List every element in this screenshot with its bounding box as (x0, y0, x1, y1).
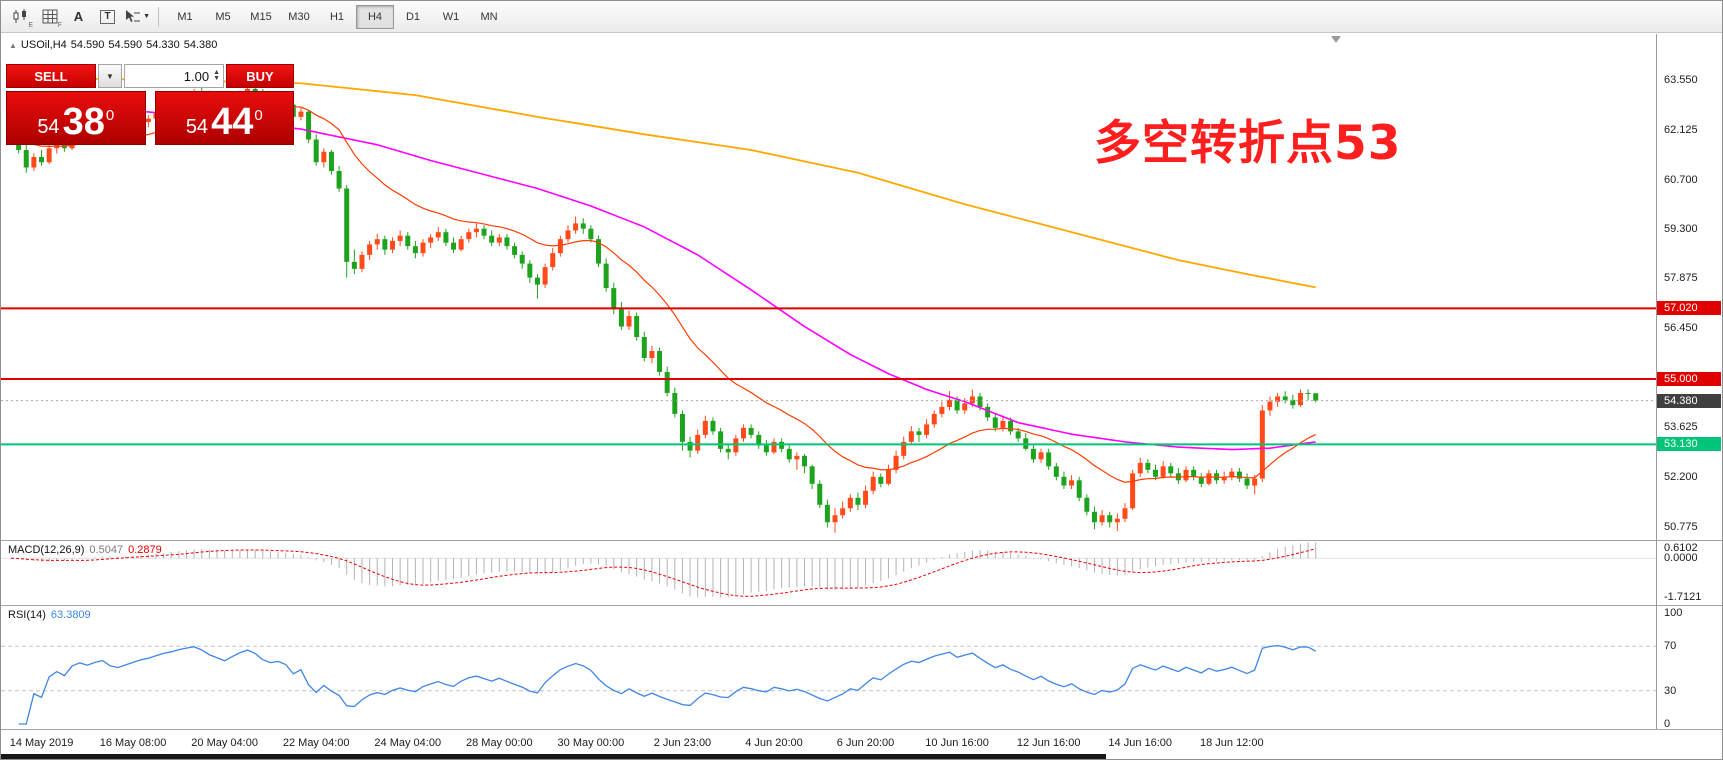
one-click-trading-panel: SELL ▼ 1.00 ▲ ▼ BUY 54 38 0 54 44 0 (6, 64, 294, 145)
buy-price-sup: 0 (254, 107, 263, 124)
timeframe-w1-button[interactable]: W1 (442, 10, 460, 23)
buy-price-display[interactable]: 54 44 0 (154, 91, 294, 145)
rsi-indicator-label: RSI(14) 63.3809 (8, 609, 91, 621)
time-axis-label: 30 May 00:00 (557, 737, 625, 749)
macd-name: MACD(12,26,9) (8, 544, 85, 556)
macd-signal-value: 0.2879 (128, 544, 162, 556)
time-axis-divider (1, 729, 1722, 730)
sell-price-sup: 0 (105, 107, 115, 124)
label-tool-icon[interactable]: A (73, 9, 84, 24)
time-axis-label: 28 May 00:00 (465, 737, 533, 749)
text-tool-icon[interactable]: T (93, 4, 122, 30)
macd-value: 0.5047 (89, 544, 124, 556)
pane-divider-rsi[interactable] (1, 605, 1722, 606)
toolbar-separator (158, 6, 159, 27)
price-badge-55.000: 55.000 (1657, 371, 1721, 386)
volume-spinner[interactable]: ▲ ▼ (213, 69, 220, 82)
chevron-down-icon: ▼ (106, 71, 114, 81)
price-badge-53.130: 53.130 (1657, 437, 1721, 452)
high-value: 54.590 (108, 39, 143, 51)
price-axis-tick: 60.700 (1664, 173, 1698, 186)
macd-pane[interactable] (1, 542, 1656, 604)
timeframe-mn-button[interactable]: MN (480, 10, 498, 23)
volume-dropdown-button[interactable]: ▼ (98, 64, 122, 88)
spinner-up-icon[interactable]: ▲ (213, 69, 220, 76)
time-axis-label: 2 Jun 23:00 (653, 737, 712, 749)
close-value: 54.380 (183, 39, 218, 51)
open-value: 54.590 (70, 39, 105, 51)
volume-value: 1.00 (183, 68, 210, 84)
rsi-name: RSI(14) (8, 609, 46, 621)
chart-type-icon[interactable]: E (6, 4, 35, 30)
price-axis-tick: 62.125 (1664, 123, 1698, 136)
rsi-axis-label: 0 (1664, 718, 1671, 730)
pane-divider-macd[interactable] (1, 540, 1722, 541)
timeframe-m5-button[interactable]: M5 (215, 10, 231, 23)
time-axis-label: 6 Jun 20:00 (836, 737, 895, 749)
toolbar: E F A T ▼ M1 M5 M15 M30 H1 H4 D1 W1 MN (1, 1, 1722, 33)
buy-price-whole: 54 (185, 116, 209, 138)
sell-button[interactable]: SELL (6, 64, 96, 88)
rsi-line (18, 644, 1317, 725)
grid-toggle-icon[interactable]: F (35, 4, 64, 30)
sell-price-display[interactable]: 54 38 0 (6, 91, 146, 145)
price-axis-tick: 59.300 (1664, 222, 1698, 235)
macd-histogram (18, 542, 1317, 598)
chart-text-annotation[interactable]: 多空转折点53 (1094, 116, 1402, 171)
main-price-pane[interactable] (1, 34, 1656, 540)
time-axis-label: 16 May 08:00 (99, 737, 167, 749)
panel-collapse-icon[interactable]: ▲ (9, 41, 17, 50)
time-axis-label: 22 May 04:00 (282, 737, 350, 749)
time-axis-label: 24 May 04:00 (374, 737, 442, 749)
sell-price-whole: 54 (37, 116, 60, 138)
time-axis-label: 18 Jun 12:00 (1199, 737, 1264, 749)
macd-axis-label: 0.0000 (1664, 552, 1698, 564)
taskbar-strip (1, 754, 1106, 759)
low-value: 54.330 (146, 39, 180, 51)
chart-shift-marker[interactable] (1331, 36, 1341, 43)
price-axis-tick: 56.450 (1664, 322, 1698, 335)
price-axis-tick: 53.625 (1664, 421, 1698, 433)
buy-price-pips: 44 (211, 101, 254, 143)
chart-ohlc-label: ▲ USOil,H4 54.590 54.590 54.330 54.380 (9, 39, 221, 51)
spinner-down-icon[interactable]: ▼ (213, 75, 220, 82)
volume-field[interactable]: 1.00 ▲ ▼ (124, 64, 224, 88)
time-axis-label: 12 Jun 16:00 (1016, 737, 1081, 749)
time-axis-label: 14 May 2019 (9, 737, 74, 749)
rsi-axis-label: 30 (1664, 685, 1677, 697)
macd-indicator-label: MACD(12,26,9) 0.5047 0.2879 (8, 544, 162, 556)
timeframe-m1-button[interactable]: M1 (177, 10, 193, 23)
price-badge-57.020: 57.020 (1657, 301, 1721, 316)
rsi-axis-label: 70 (1664, 640, 1677, 652)
symbol-label: USOil,H4 (20, 39, 67, 51)
macd-signal-line (10, 548, 1316, 597)
timeframe-h1-button[interactable]: H1 (329, 10, 345, 23)
macd-axis-label: -1.7121 (1664, 591, 1702, 603)
rsi-pane[interactable] (1, 606, 1656, 729)
time-axis-label: 14 Jun 16:00 (1108, 737, 1173, 749)
price-axis-tick: 63.550 (1664, 74, 1698, 87)
timeframe-m15-button[interactable]: M15 (250, 10, 272, 23)
price-axis-tick: 50.775 (1664, 520, 1698, 533)
timeframe-m30-button[interactable]: M30 (288, 10, 310, 23)
macd-axis-label: 0.6102 (1664, 542, 1698, 554)
price-axis-tick: 52.200 (1664, 470, 1698, 483)
rsi-axis-label: 100 (1664, 607, 1683, 619)
rsi-value: 63.3809 (50, 609, 91, 621)
sell-price-pips: 38 (62, 101, 105, 143)
time-axis-label: 20 May 04:00 (191, 737, 258, 749)
timeframe-d1-button[interactable]: D1 (405, 10, 421, 23)
time-axis-label: 10 Jun 16:00 (925, 737, 989, 749)
timeframe-h4-button[interactable]: H4 (356, 4, 394, 29)
price-axis-tick: 57.875 (1664, 272, 1698, 285)
draw-tool-icon[interactable]: ▼ (122, 4, 151, 30)
price-axis-border (1656, 34, 1657, 729)
time-axis-label: 4 Jun 20:00 (745, 737, 803, 749)
price-badge-54.380: 54.380 (1657, 393, 1721, 408)
buy-button[interactable]: BUY (226, 64, 294, 88)
